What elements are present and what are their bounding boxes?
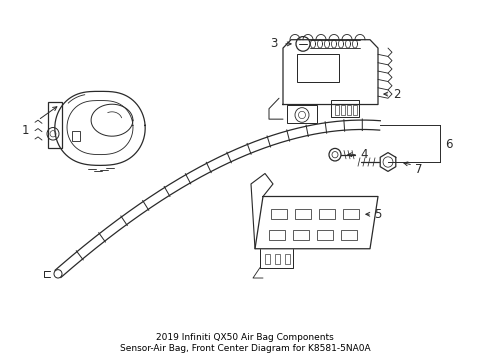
Bar bbox=[287, 104, 317, 123]
Bar bbox=[347, 104, 351, 115]
Text: 2019 Infiniti QX50 Air Bag Components
Sensor-Air Bag, Front Center Diagram for K: 2019 Infiniti QX50 Air Bag Components Se… bbox=[120, 333, 370, 353]
Bar bbox=[317, 230, 333, 240]
Text: 7: 7 bbox=[415, 163, 422, 176]
Bar bbox=[271, 209, 287, 220]
Bar bbox=[265, 254, 270, 265]
Bar bbox=[319, 209, 335, 220]
Bar bbox=[331, 100, 359, 117]
Bar bbox=[269, 230, 285, 240]
Bar bbox=[335, 104, 339, 115]
Bar bbox=[293, 230, 309, 240]
Text: 4: 4 bbox=[360, 148, 368, 161]
Bar bbox=[343, 209, 359, 220]
Text: 3: 3 bbox=[270, 37, 278, 50]
Text: 2: 2 bbox=[393, 87, 400, 100]
Bar bbox=[72, 131, 80, 141]
Bar bbox=[275, 254, 280, 265]
Bar bbox=[297, 54, 339, 81]
Text: 1: 1 bbox=[21, 124, 29, 137]
Bar bbox=[341, 104, 345, 115]
Bar bbox=[48, 103, 62, 148]
Bar bbox=[341, 230, 357, 240]
Text: 6: 6 bbox=[445, 138, 452, 151]
Bar bbox=[285, 254, 290, 265]
Text: 5: 5 bbox=[374, 208, 381, 221]
Bar bbox=[295, 209, 311, 220]
Bar bbox=[353, 104, 357, 115]
